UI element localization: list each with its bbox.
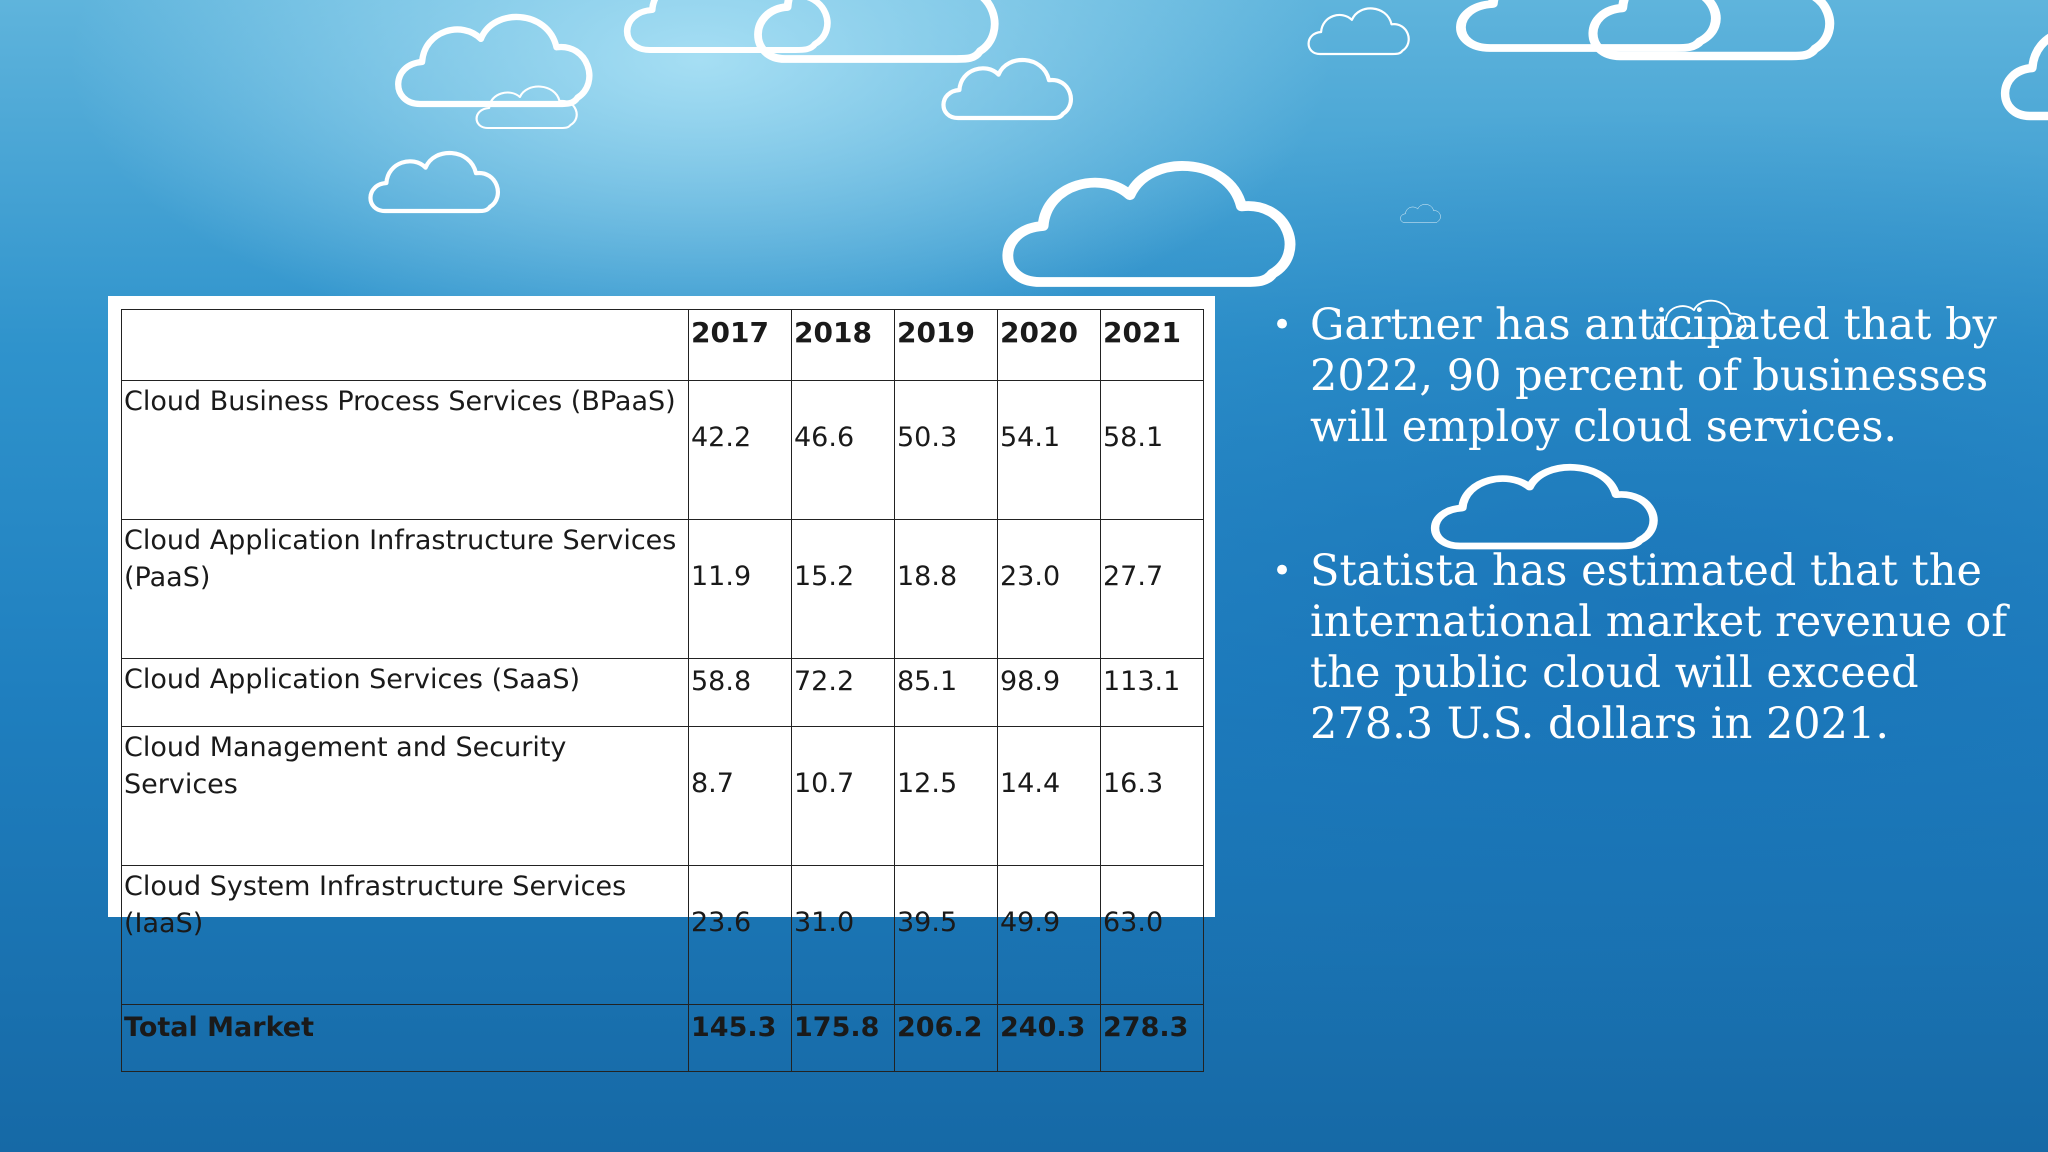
value-cell: 10.7 [791,726,895,866]
cloud-icon [1307,7,1410,56]
total-value-cell: 278.3 [1100,1004,1204,1072]
value-cell: 31.0 [791,865,895,1005]
table-row: Cloud Application Services (SaaS) 58.8 7… [121,658,1204,727]
value-cell: 8.7 [688,726,792,866]
header-cell-year: 2019 [894,309,998,381]
row-label: Cloud System Infrastructure Services (Ia… [121,865,689,1005]
value-cell: 98.9 [997,658,1101,727]
bullet-item: • Gartner has anticipated that by 2022, … [1268,300,2008,453]
total-value-cell: 175.8 [791,1004,895,1072]
header-cell-year: 2021 [1100,309,1204,381]
value-cell: 15.2 [791,519,895,659]
value-cell: 16.3 [1100,726,1204,866]
value-cell: 58.8 [688,658,792,727]
value-cell: 14.4 [997,726,1101,866]
value-cell: 50.3 [894,380,998,520]
value-cell: 18.8 [894,519,998,659]
value-cell: 63.0 [1100,865,1204,1005]
row-label: Cloud Management and Security Services [121,726,689,866]
value-cell: 23.0 [997,519,1101,659]
cloud-icon [627,0,827,50]
bullet-item: • Statista has estimated that the intern… [1268,546,2008,750]
market-table-panel: 2017 2018 2019 2020 2021 Cloud Business … [108,296,1215,1072]
value-cell: 58.1 [1100,380,1204,520]
total-value-cell: 145.3 [688,1004,792,1072]
bullet-text: Statista has estimated that the internat… [1310,546,2008,749]
value-cell: 54.1 [997,380,1101,520]
bullet-list: • Gartner has anticipated that by 2022, … [1268,300,2008,750]
cloud-icon [943,60,1070,118]
value-cell: 49.9 [997,865,1101,1005]
value-cell: 85.1 [894,658,998,727]
value-cell: 46.6 [791,380,895,520]
header-cell-year: 2018 [791,309,895,381]
table-row: Cloud Application Infrastructure Service… [121,519,1204,659]
table-row: Cloud System Infrastructure Services (Ia… [121,865,1204,1005]
cloud-icon [1400,204,1441,223]
bullet-text: Gartner has anticipated that by 2022, 90… [1310,300,1997,452]
value-cell: 11.9 [688,519,792,659]
header-cell-year: 2020 [997,309,1101,381]
header-cell-year: 2017 [688,309,792,381]
cloud-icon [475,85,578,130]
header-cell [121,309,689,381]
cloud-icon [398,17,589,104]
bullet-dot-icon: • [1272,551,1293,591]
value-cell: 72.2 [791,658,895,727]
cloud-icon [2005,17,2048,116]
cloud-icon [1461,0,1716,48]
value-cell: 27.7 [1100,519,1204,659]
total-label: Total Market [121,1004,689,1072]
total-value-cell: 240.3 [997,1004,1101,1072]
row-label: Cloud Business Process Services (BPaaS) [121,380,689,520]
table-total-row: Total Market 145.3 175.8 206.2 240.3 278… [121,1004,1204,1072]
value-cell: 39.5 [894,865,998,1005]
table-row: Cloud Management and Security Services 8… [121,726,1204,866]
value-cell: 23.6 [688,865,792,1005]
row-label: Cloud Application Services (SaaS) [121,658,689,727]
total-value-cell: 206.2 [894,1004,998,1072]
cloud-icon [1008,166,1290,282]
value-cell: 12.5 [894,726,998,866]
table-row: Cloud Business Process Services (BPaaS) … [121,380,1204,520]
value-cell: 113.1 [1100,658,1204,727]
bullet-dot-icon: • [1272,305,1293,345]
cloud-icon [370,153,497,211]
cloud-market-table: 2017 2018 2019 2020 2021 Cloud Business … [121,309,1204,1072]
row-label: Cloud Application Infrastructure Service… [121,519,689,659]
table-header-row: 2017 2018 2019 2020 2021 [121,309,1204,381]
value-cell: 42.2 [688,380,792,520]
